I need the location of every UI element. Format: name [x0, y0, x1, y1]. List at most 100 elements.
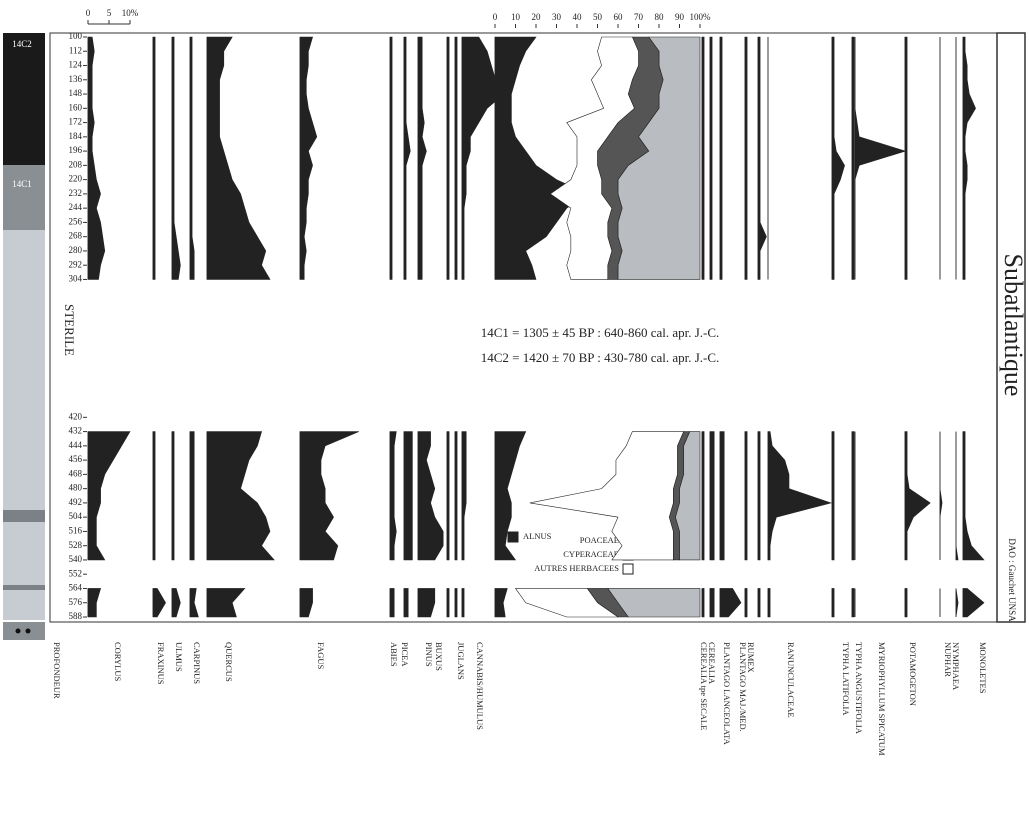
pollen-curve — [171, 588, 181, 618]
pollen-curve — [831, 36, 845, 280]
taxon-label: PLANTAGO MAJ./MED. — [738, 642, 748, 732]
pollen-curve — [709, 588, 715, 618]
pollen-curve — [403, 36, 411, 280]
taxon-label: NYMPHAEA — [951, 642, 961, 691]
legend-label: AUTRES HERBACEES — [534, 563, 619, 573]
pollen-curve — [417, 431, 444, 561]
pollen-curve — [152, 431, 156, 561]
pollen-curve — [454, 431, 458, 561]
y-tick-label: 172 — [69, 117, 83, 127]
pollen-curve — [701, 431, 705, 561]
taxon-label: BUXUS — [434, 642, 444, 671]
pollen-curve — [757, 36, 767, 280]
pollen-curve — [206, 431, 275, 561]
x2-tick-label: 80 — [655, 12, 665, 22]
pollen-curve — [719, 36, 723, 280]
taxon-label: PINUS — [424, 642, 434, 667]
y-tick-label: 160 — [69, 102, 83, 112]
pollen-curve — [904, 431, 931, 561]
pollen-curve — [549, 36, 639, 280]
taxon-label: MONOLETES — [978, 642, 988, 694]
pollen-curve — [757, 588, 761, 618]
y-tick-label: 100 — [69, 31, 83, 41]
pollen-curve — [494, 431, 527, 561]
taxon-label: CORYLUS — [113, 642, 123, 681]
pollen-curve — [189, 36, 195, 280]
pollen-curve — [904, 36, 908, 280]
pollen-curve — [299, 588, 313, 618]
pollen-curve — [206, 36, 271, 280]
taxon-label: RUMEX — [746, 642, 756, 673]
pollen-curve — [189, 431, 195, 561]
y-tick-label: 124 — [69, 60, 83, 70]
taxon-label: CEREALIA tpe SECALE — [699, 642, 709, 730]
pollen-curve — [709, 431, 715, 561]
taxon-label: TYPHA ANGUSTIFOLIA — [854, 642, 864, 735]
lithology-column: 14C2 14C1 STERILE — [3, 33, 77, 640]
pollen-curve — [454, 588, 458, 618]
pollen-curve — [757, 431, 761, 561]
taxon-label: CANNABIS/HUMULUS — [475, 642, 485, 730]
y-tick-label: 220 — [69, 174, 83, 184]
y-tick-label: 576 — [69, 597, 83, 607]
pollen-curve — [831, 431, 835, 561]
pollen-curve — [719, 431, 725, 561]
pollen-curve — [494, 36, 588, 280]
pollen-curve — [955, 588, 959, 618]
taxon-label: JUGLANS — [456, 642, 466, 680]
y-tick-label: 256 — [69, 216, 83, 226]
x2-tick-label: 100% — [690, 12, 712, 22]
x2-tick-label: 60 — [614, 12, 624, 22]
y-tick-label: 232 — [69, 188, 83, 198]
pollen-curve — [389, 588, 395, 618]
y-tick-label: 456 — [69, 454, 83, 464]
legend-label: POACEAE — [580, 535, 619, 545]
pollen-curve — [529, 431, 685, 561]
taxon-label: ULMUS — [174, 642, 184, 672]
annotation: 14C2 = 1420 ± 70 BP : 430-780 cal. apr. … — [481, 350, 720, 365]
pollen-curve — [962, 588, 985, 618]
taxon-label: PLANTAGO LANCEOLATA — [722, 642, 732, 746]
y-tick-label: 280 — [69, 245, 83, 255]
x-tick-label: 0 — [86, 8, 91, 18]
taxon-label: QUERCUS — [224, 642, 234, 682]
y-tick-label: 540 — [69, 554, 83, 564]
pollen-curve — [152, 36, 156, 280]
y-tick-label: 196 — [69, 145, 83, 155]
pollen-curve — [189, 588, 199, 618]
zone-box — [996, 32, 1026, 623]
litho-layer — [3, 33, 45, 165]
pollen-curve — [709, 36, 713, 280]
pollen-curve — [446, 36, 450, 280]
pollen-curve — [767, 588, 771, 618]
pollen-curve — [851, 431, 855, 561]
taxon-label: CEREALIA — [707, 642, 717, 685]
taxon-label: FRAXINUS — [156, 642, 166, 685]
pollen-curve — [831, 588, 835, 618]
x2-tick-label: 30 — [552, 12, 562, 22]
y-tick-label: 136 — [69, 74, 83, 84]
pollen-curve — [454, 36, 458, 280]
pollen-curve — [87, 36, 106, 280]
x2-tick-label: 10 — [511, 12, 521, 22]
annotation: 14C1 = 1305 ± 45 BP : 640-860 cal. apr. … — [481, 325, 720, 340]
x2-tick-label: 70 — [634, 12, 644, 22]
litho-layer — [3, 522, 45, 585]
taxon-label: CARPINUS — [192, 642, 202, 684]
pollen-curve — [744, 36, 748, 280]
pollen-curve — [206, 588, 246, 618]
y-tick-label: 468 — [69, 468, 83, 478]
pollen-curve — [389, 431, 397, 561]
litho-dot — [15, 628, 21, 634]
taxon-label: PICEA — [400, 642, 410, 667]
taxon-label: ABIES — [389, 642, 399, 667]
taxon-label: MYRIOPHYLLUM SPICATUM — [877, 642, 887, 756]
y-tick-label: 208 — [69, 159, 83, 169]
pollen-curve — [171, 431, 175, 561]
pollen-curve — [461, 588, 465, 618]
y-tick-label: 504 — [69, 511, 83, 521]
pollen-curve — [494, 588, 508, 618]
legend-label: ALNUS — [523, 531, 552, 541]
pollen-curve — [854, 37, 907, 280]
